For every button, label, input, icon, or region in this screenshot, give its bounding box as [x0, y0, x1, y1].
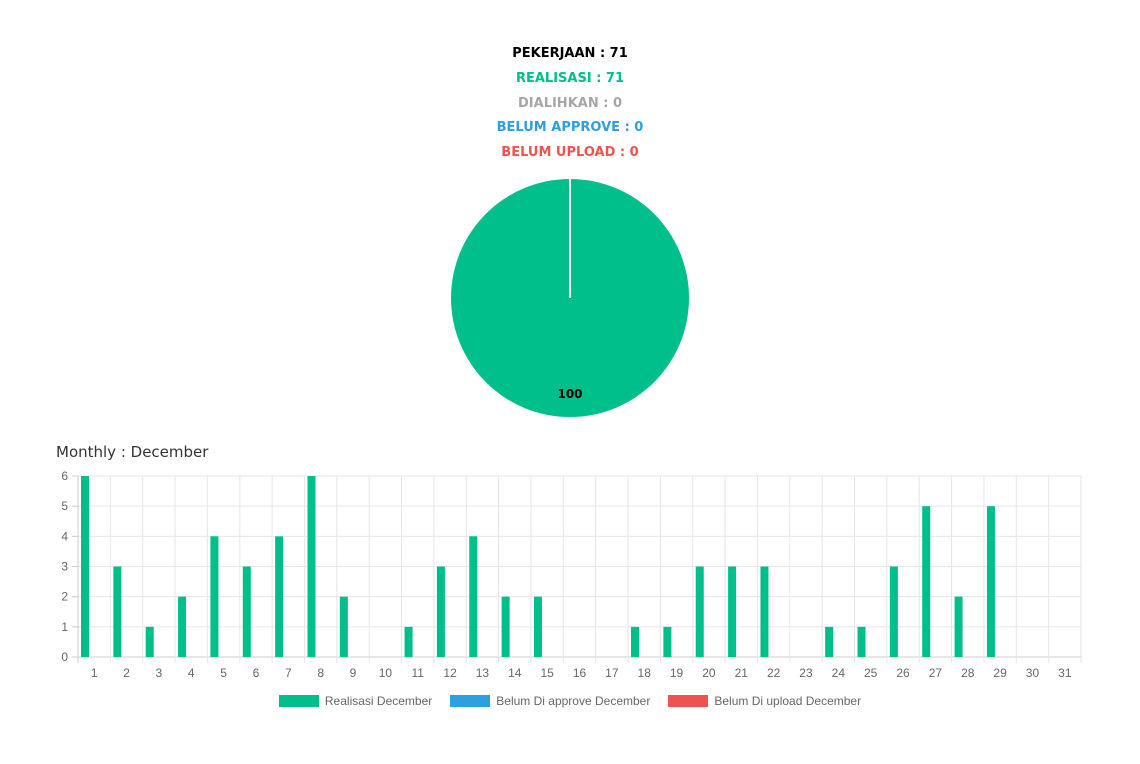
legend-swatch — [450, 695, 491, 707]
pie-chart-container: 100 — [449, 177, 691, 419]
bar-chart-legend: Realisasi December Belum Di approve Decem… — [0, 694, 1140, 708]
bar[interactable] — [469, 536, 478, 657]
summary-stats: PEKERJAAN : 71 REALISASI : 71 DIALIHKAN … — [0, 42, 1140, 166]
bar[interactable] — [825, 626, 834, 657]
stat-belum-approve: BELUM APPROVE : 0 — [496, 120, 644, 136]
x-tick-label: 4 — [188, 666, 195, 680]
bar[interactable] — [954, 596, 963, 657]
bar[interactable] — [436, 566, 445, 658]
y-tick-label: 4 — [61, 529, 68, 543]
x-tick-label: 24 — [832, 666, 846, 680]
x-tick-label: 28 — [961, 666, 975, 680]
x-tick-label: 17 — [605, 666, 619, 680]
x-tick-label: 29 — [993, 666, 1007, 680]
bar[interactable] — [631, 626, 640, 657]
bar[interactable] — [760, 566, 769, 658]
x-tick-label: 16 — [573, 666, 587, 680]
y-tick-label: 6 — [61, 469, 68, 483]
bar[interactable] — [404, 626, 413, 657]
bar[interactable] — [695, 566, 704, 658]
bar[interactable] — [501, 596, 510, 657]
stat-dialihkan: DIALIHKAN : 0 — [518, 95, 622, 111]
x-tick-label: 8 — [317, 666, 324, 680]
x-tick-label: 7 — [285, 666, 292, 680]
x-tick-label: 14 — [508, 666, 522, 680]
legend-label: Belum Di upload December — [714, 694, 862, 708]
x-tick-label: 19 — [670, 666, 684, 680]
x-tick-label: 25 — [864, 666, 878, 680]
legend-swatch — [278, 695, 319, 707]
x-tick-label: 31 — [1058, 666, 1072, 680]
y-tick-label: 1 — [61, 620, 68, 634]
y-tick-label: 0 — [61, 650, 68, 664]
legend-label: Belum Di approve December — [496, 694, 651, 708]
pie-data-label: 100 — [557, 387, 582, 401]
bar[interactable] — [275, 536, 284, 657]
x-tick-label: 6 — [253, 666, 260, 680]
bar[interactable] — [857, 626, 866, 657]
x-tick-label: 22 — [767, 666, 781, 680]
bar[interactable] — [145, 626, 154, 657]
x-tick-label: 27 — [929, 666, 943, 680]
bar[interactable] — [113, 566, 122, 658]
bar[interactable] — [307, 476, 316, 657]
legend-swatch — [668, 695, 709, 707]
bar[interactable] — [533, 596, 542, 657]
legend-label: Realisasi December — [324, 694, 433, 708]
x-tick-label: 1 — [91, 666, 98, 680]
bar[interactable] — [986, 506, 995, 657]
y-tick-label: 2 — [61, 590, 68, 604]
stat-pekerjaan: PEKERJAAN : 71 — [512, 46, 628, 61]
stat-realisasi: REALISASI : 71 — [515, 70, 625, 86]
legend-item[interactable]: Belum Di upload December — [664, 694, 865, 708]
x-tick-label: 26 — [896, 666, 910, 680]
x-tick-label: 5 — [220, 666, 227, 680]
x-tick-label: 23 — [799, 666, 813, 680]
x-tick-label: 30 — [1026, 666, 1040, 680]
pie-chart[interactable]: 100 — [449, 177, 691, 419]
x-tick-label: 9 — [350, 666, 357, 680]
bar[interactable] — [242, 566, 251, 658]
bar[interactable] — [339, 596, 348, 657]
bar[interactable] — [210, 536, 219, 657]
bar[interactable] — [728, 566, 737, 658]
bar[interactable] — [663, 626, 672, 657]
bar[interactable] — [922, 506, 931, 657]
stat-belum-upload: BELUM UPLOAD : 0 — [501, 145, 639, 161]
legend-item[interactable]: Realisasi December — [275, 694, 436, 708]
monthly-title: Monthly : December — [56, 443, 209, 461]
x-tick-label: 20 — [702, 666, 716, 680]
y-tick-label: 5 — [61, 499, 68, 513]
bar[interactable] — [81, 476, 89, 657]
x-tick-label: 21 — [735, 666, 749, 680]
x-tick-label: 13 — [476, 666, 490, 680]
x-tick-label: 2 — [123, 666, 130, 680]
x-tick-label: 15 — [540, 666, 554, 680]
y-tick-label: 3 — [61, 560, 68, 574]
bar[interactable] — [889, 566, 898, 658]
x-tick-label: 12 — [443, 666, 457, 680]
bar[interactable] — [178, 596, 187, 657]
x-tick-label: 18 — [638, 666, 652, 680]
x-tick-label: 10 — [379, 666, 393, 680]
legend-item[interactable]: Belum Di approve December — [446, 694, 654, 708]
x-tick-label: 11 — [411, 666, 424, 680]
x-tick-label: 3 — [156, 666, 163, 680]
bar-chart-container: 0 1 2 3 4 5 6 1 2 3 4 5 6 7 8 9 10 11 12 13 14 15 16 17 18 19 20 21… — [50, 466, 1090, 686]
